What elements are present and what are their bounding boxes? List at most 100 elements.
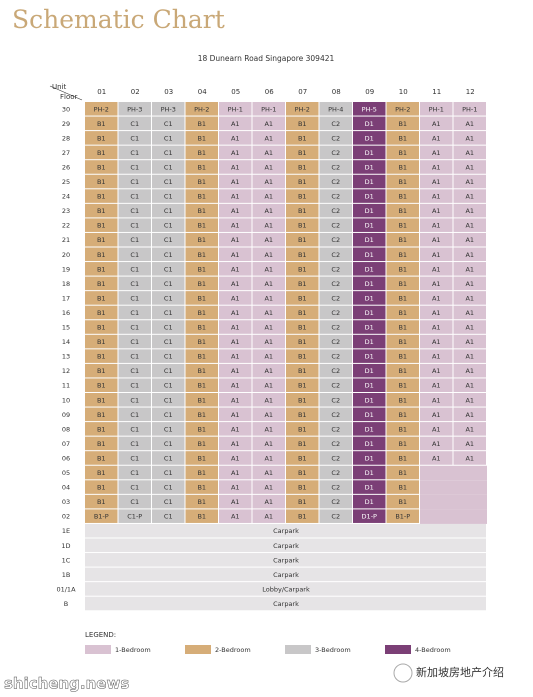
unit-cell (85, 291, 118, 305)
unit-cell (152, 291, 185, 305)
floor-label: 07 (62, 440, 70, 448)
unit-cell (252, 247, 285, 262)
unit-type: C1 (130, 120, 139, 128)
unit-type: A1 (231, 498, 240, 506)
unit-cell (118, 407, 151, 422)
floor-label: 29 (62, 120, 70, 128)
unit-cell (185, 174, 218, 189)
unit-cell (118, 116, 151, 131)
unit-cell (386, 480, 419, 494)
unit-cell (386, 509, 419, 523)
shared-label: Carpark (273, 527, 299, 535)
unit-type: B1 (197, 498, 206, 506)
floor-label: 09 (62, 411, 70, 419)
unit-cell (185, 363, 218, 378)
unit-type: A1 (231, 411, 240, 419)
unit-cell (420, 509, 454, 524)
unit-type: A1 (231, 193, 240, 201)
unit-cell (286, 247, 319, 262)
unit-cell (353, 320, 386, 334)
unit-type: B1 (97, 396, 106, 404)
unit-type: C1 (130, 411, 139, 419)
unit-cell (219, 291, 252, 305)
unit-type: A1 (231, 280, 240, 288)
unit-type: C2 (331, 134, 340, 142)
unit-type: C1 (164, 222, 173, 230)
unit-type: C1 (130, 294, 139, 302)
unit-cell (319, 349, 352, 363)
floor-label: 15 (62, 324, 70, 332)
unit-cell (85, 218, 118, 232)
unit-type: B1 (298, 251, 307, 259)
unit-cell (152, 436, 185, 451)
unit-type: B1 (197, 367, 206, 375)
unit-type: A1 (465, 280, 474, 288)
unit-type: B1 (97, 411, 106, 419)
unit-cell (185, 131, 218, 145)
unit-cell (453, 451, 486, 465)
unit-type: B1 (197, 513, 206, 521)
unit-type: A1 (465, 265, 474, 273)
unit-cell (453, 465, 487, 481)
column-label: 09 (365, 88, 374, 96)
unit-type: B1 (97, 134, 106, 142)
unit-type: D1 (365, 440, 374, 448)
unit-cell (386, 465, 419, 480)
unit-cell (286, 363, 319, 378)
unit-cell (319, 116, 352, 131)
unit-cell (152, 494, 185, 509)
unit-cell (252, 465, 285, 480)
unit-cell (386, 145, 419, 160)
unit-type: B1 (398, 178, 407, 186)
shared-label: Carpark (273, 571, 299, 579)
unit-type: A1 (231, 265, 240, 273)
unit-type: A1 (264, 382, 273, 390)
unit-cell (118, 465, 151, 480)
unit-type: B1 (97, 425, 106, 433)
unit-cell (386, 291, 419, 305)
unit-type: A1 (465, 134, 474, 142)
unit-cell (353, 174, 386, 189)
unit-type: B1 (97, 324, 106, 332)
floor-label: 1D (61, 542, 70, 550)
unit-type: PH-4 (328, 105, 343, 113)
unit-type: C2 (331, 367, 340, 375)
unit-cell (219, 480, 252, 494)
floor-label: 10 (62, 396, 70, 404)
unit-cell (85, 232, 118, 247)
unit-cell (252, 102, 285, 116)
unit-type: C1 (130, 367, 139, 375)
unit-type: C2 (331, 163, 340, 171)
unit-type: B1 (298, 484, 307, 492)
unit-type: B1 (298, 324, 307, 332)
unit-cell (420, 320, 453, 334)
unit-cell (386, 247, 419, 262)
unit-cell (185, 291, 218, 305)
unit-cell (85, 131, 118, 145)
unit-cell (286, 509, 319, 523)
unit-cell (286, 378, 319, 392)
unit-cell (453, 131, 486, 145)
unit-cell (319, 102, 352, 116)
unit-cell (420, 189, 453, 203)
unit-cell (286, 218, 319, 232)
unit-cell (85, 145, 118, 160)
unit-cell (118, 203, 151, 218)
unit-type: C2 (331, 207, 340, 215)
unit-type: D1 (365, 134, 374, 142)
unit-cell (219, 436, 252, 451)
unit-type: B1 (398, 265, 407, 273)
unit-cell (85, 320, 118, 334)
unit-type: A1 (465, 222, 474, 230)
unit-type: D1 (365, 338, 374, 346)
column-label: 10 (399, 88, 408, 96)
unit-type: C2 (331, 338, 340, 346)
unit-type: C1 (164, 193, 173, 201)
unit-cell (420, 422, 453, 436)
unit-cell (420, 393, 453, 407)
unit-type: C2 (331, 236, 340, 244)
unit-cell (286, 480, 319, 494)
unit-type: C2 (331, 178, 340, 186)
unit-cell (152, 407, 185, 422)
unit-type: B1 (298, 396, 307, 404)
